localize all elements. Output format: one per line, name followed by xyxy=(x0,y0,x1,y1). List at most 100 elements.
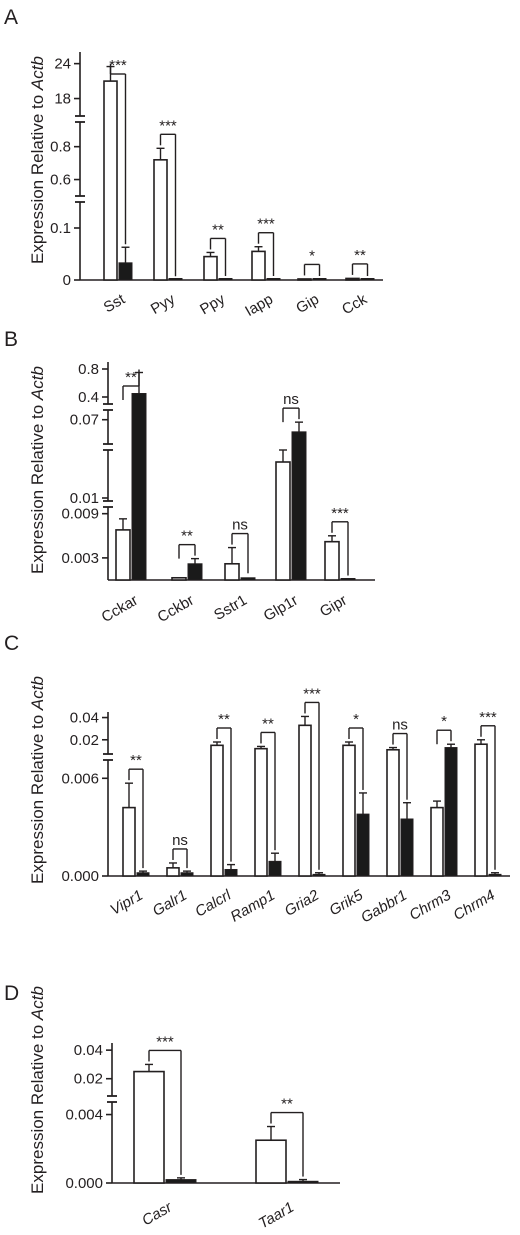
panel-a-category-label: Cck xyxy=(339,290,370,318)
panel-c-bar-filled xyxy=(356,813,370,877)
panel-a-bar-open xyxy=(153,159,168,281)
panel-a-bar-open xyxy=(345,277,360,281)
panel-a-significance-label: ** xyxy=(354,247,366,264)
panel-c-category-label: Chrm4 xyxy=(451,887,498,924)
panel-d-y-axis-label-prefix: Expression Relative to xyxy=(28,1020,47,1194)
panel-c-y-axis-label-prefix: Expression Relative to xyxy=(28,710,47,884)
panel-d-y-axis-label: Expression Relative to Actb xyxy=(28,986,47,1194)
panel-c-category-label: Gabbr1 xyxy=(358,887,410,927)
panel-b-significance-label: ** xyxy=(125,369,137,386)
panel-a-y-tick-label: 24 xyxy=(54,56,71,73)
panel-c-significance-label: *** xyxy=(479,709,497,726)
panel-d-category-label: Casr xyxy=(139,1198,176,1229)
panel-a-category-label: Iapp xyxy=(242,291,276,320)
panel-a-y-tick-label: 0 xyxy=(63,272,71,289)
panel-b-y-tick-label: 0.8 xyxy=(78,361,99,378)
panel-c-bar-filled xyxy=(180,872,194,877)
panel-b-bar-open xyxy=(324,540,340,581)
panel-c-y-tick-label: 0.04 xyxy=(70,710,99,727)
panel-c-category-label: Galr1 xyxy=(150,887,190,920)
panel-c-bar-filled xyxy=(444,747,458,877)
panel-a-bar-filled xyxy=(360,278,375,281)
panel-c-bar-filled xyxy=(312,873,326,877)
panel-b-bar-open xyxy=(224,562,240,581)
panel-c-significance-label: ns xyxy=(172,832,188,849)
panel-b-y-tick-label: 0.01 xyxy=(70,490,99,507)
panel-b-category-label: Sstr1 xyxy=(211,592,250,624)
panel-a-bar-open xyxy=(251,250,266,281)
panel-c-significance-label: * xyxy=(353,711,359,728)
panel-b-bar-open xyxy=(115,529,131,581)
panel-a-bar-open xyxy=(203,255,218,281)
panel-d-y-tick-label: 0.04 xyxy=(74,1042,103,1059)
panel-d-significance-label: *** xyxy=(156,1033,174,1050)
panel-c-bar-open xyxy=(254,747,268,877)
panel-a-y-tick-label: 0.8 xyxy=(50,139,71,156)
panel-c-bar-filled xyxy=(400,818,414,877)
panel-b-bar-open xyxy=(171,576,187,581)
panel-c-bar-open xyxy=(430,806,444,877)
panel-a-bar-open xyxy=(297,278,312,281)
panel-c-significance-label: ns xyxy=(392,717,408,734)
panel-d-significance-label: ** xyxy=(281,1096,293,1113)
panel-a-bar-filled xyxy=(168,278,183,281)
panel-b-bar-filled xyxy=(291,431,307,581)
panel-b-y-axis-label: Expression Relative to Actb xyxy=(28,366,47,574)
panel-b-y-tick-label: 0.003 xyxy=(61,550,99,567)
panel-b-y-axis-label-gene: Actb xyxy=(28,366,47,401)
panel-c-bar-filled xyxy=(136,872,150,877)
panel-c-bar-filled xyxy=(488,873,502,877)
panel-a-letter: A xyxy=(4,6,18,29)
panel-b-bar-filled xyxy=(240,577,256,581)
panel-c-bar-open xyxy=(342,744,356,877)
panel-b-significance-label: ns xyxy=(232,517,248,534)
panel-c-significance-label: ** xyxy=(262,715,274,732)
panel-b-category-label: Cckbr xyxy=(155,592,197,626)
panel-b-category-label: Cckar xyxy=(99,592,141,626)
panel-c-category-label: Chrm3 xyxy=(407,886,455,924)
panel-d-bar-open xyxy=(255,1139,287,1184)
panel-c-category-label: Ramp1 xyxy=(228,887,278,926)
panel-a-bar-filled xyxy=(312,278,327,281)
panel-b-bar-filled xyxy=(340,578,356,581)
panel-c-category-label: Gria2 xyxy=(282,886,323,919)
panel-a-y-tick-label: 18 xyxy=(54,91,71,108)
panel-d-y-tick-label: 0.000 xyxy=(65,1175,103,1192)
panel-c-y-axis-label-gene: Actb xyxy=(28,676,47,711)
panel-d-category-label: Taar1 xyxy=(256,1199,297,1233)
panel-c-category-label: Calcrl xyxy=(192,886,234,920)
panel-a-significance-label: *** xyxy=(109,57,127,74)
panel-a-category-label: Ppy xyxy=(197,290,228,318)
panel-c-significance-label: * xyxy=(441,713,447,730)
panel-c-bar-open xyxy=(298,724,312,877)
panel-a-significance-label: *** xyxy=(159,117,177,134)
panel-d-y-tick-label: 0.004 xyxy=(65,1107,103,1124)
panel-a-y-axis-label-prefix: Expression Relative to xyxy=(28,90,47,264)
panel-b-y-tick-label: 0.07 xyxy=(70,412,99,429)
panel-b-category-label: Gipr xyxy=(317,592,350,621)
panel-c-y-tick-label: 0.006 xyxy=(61,770,99,787)
panel-d-bar-filled xyxy=(165,1179,197,1184)
panel-c-significance-label: ** xyxy=(130,752,142,769)
panel-c-y-tick-label: 0.02 xyxy=(70,732,99,749)
panel-a-bar-open xyxy=(103,80,118,281)
panel-a-significance-label: ** xyxy=(212,221,224,238)
panel-b-bar-open xyxy=(275,461,291,581)
panel-a-y-tick-label: 0.1 xyxy=(50,220,71,237)
panel-a-bar-filled xyxy=(218,278,233,281)
panel-a-category-label: Pyy xyxy=(148,290,179,317)
panel-b-significance-label: ns xyxy=(283,391,299,408)
panel-d-bar-filled xyxy=(287,1180,319,1184)
panel-c-bar-open xyxy=(166,867,180,877)
panel-a-y-tick-label: 0.6 xyxy=(50,172,71,189)
panel-a-category-label: Gip xyxy=(293,291,322,317)
panel-b-category-label: Glp1r xyxy=(261,592,301,625)
panel-c-y-tick-label: 0.000 xyxy=(61,868,99,885)
panel-c-bar-filled xyxy=(268,860,282,877)
panel-b-bar-filled xyxy=(187,563,203,581)
panel-b-significance-label: ** xyxy=(181,528,193,545)
panel-d-letter: D xyxy=(4,982,19,1005)
panel-c-bar-open xyxy=(122,806,136,877)
panel-a-bar-filled xyxy=(118,262,133,281)
panel-c-y-axis-label: Expression Relative to Actb xyxy=(28,676,47,884)
